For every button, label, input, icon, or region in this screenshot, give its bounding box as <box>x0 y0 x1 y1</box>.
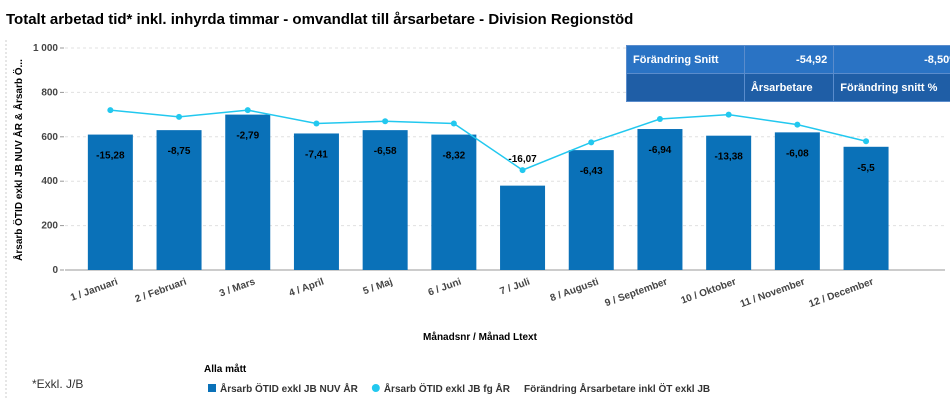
line-point <box>107 107 114 114</box>
data-label: -6,94 <box>649 145 672 156</box>
legend-label: Årsarb ÖTID exkl JB NUV ÅR <box>220 382 359 395</box>
cell: Förändring snitt % <box>833 73 950 102</box>
line <box>110 109 867 171</box>
summary-table: Förändring Snitt-54,92-8,50% Årsarbetare… <box>626 45 950 102</box>
cell <box>626 73 745 102</box>
data-label: -6,08 <box>786 148 809 159</box>
legend-label: Förändring Årsarbetare inkl ÖT exkl JB <box>524 382 710 395</box>
x-tick-label: 3 / Mars <box>218 276 257 299</box>
cell: -8,50% <box>833 45 950 74</box>
bar <box>637 129 683 270</box>
line-point <box>588 139 595 146</box>
cell: -54,92 <box>743 45 835 74</box>
data-label: -8,32 <box>442 151 465 162</box>
line-point <box>794 121 801 128</box>
chart-title: Totalt arbetad tid* inkl. inhyrda timmar… <box>6 11 633 28</box>
x-tick-label: 7 / Juli <box>499 276 532 297</box>
line-point <box>244 107 251 114</box>
y-tick-label: 0 <box>52 265 58 276</box>
legend-swatch <box>208 384 216 392</box>
x-tick-label: 6 / Juni <box>427 276 463 298</box>
x-tick-label: 11 / November <box>739 276 807 310</box>
line-point <box>656 116 663 123</box>
y-tick-label: 200 <box>41 221 58 232</box>
x-tick-label: 12 / December <box>808 276 876 310</box>
line-point <box>382 118 389 125</box>
y-tick-label: 600 <box>41 132 58 143</box>
bar <box>87 134 133 270</box>
line-point <box>863 138 870 145</box>
y-tick-label: 400 <box>41 176 58 187</box>
cell: Årsarbetare <box>743 73 835 102</box>
data-label: -6,43 <box>580 166 603 177</box>
data-label: -7,41 <box>305 149 328 160</box>
bar <box>225 114 271 270</box>
legend-title: Alla mått <box>204 363 247 375</box>
cell: Förändring Snitt <box>626 45 745 74</box>
bar <box>843 146 889 270</box>
line-point <box>176 113 183 120</box>
data-label: -5,5 <box>857 163 875 174</box>
x-tick-label: 10 / Oktober <box>680 276 738 306</box>
bar <box>568 150 614 270</box>
bar <box>774 132 820 270</box>
legend-label: Årsarb ÖTID exkl JB fg ÅR <box>384 382 511 395</box>
footnote: *Exkl. J/B <box>32 377 83 391</box>
x-tick-label: 9 / September <box>604 276 669 309</box>
data-label: -6,58 <box>374 146 397 157</box>
bar <box>293 133 339 270</box>
y-tick-label: 800 <box>41 87 58 98</box>
line-point <box>450 120 457 127</box>
x-tick-label: 4 / April <box>288 276 326 299</box>
x-tick-label: 8 / Augusti <box>549 276 601 304</box>
line-point <box>725 111 732 118</box>
data-label: -2,79 <box>236 131 259 142</box>
bar <box>362 130 408 270</box>
line-point <box>313 120 320 127</box>
data-label: -16,07 <box>508 154 537 165</box>
x-tick-label: 1 / Januari <box>69 276 119 303</box>
bar <box>500 185 546 270</box>
x-tick-label: 2 / Februari <box>134 276 189 305</box>
data-label: -8,75 <box>168 146 191 157</box>
y-tick-label: 1 000 <box>33 43 58 54</box>
data-label: -13,38 <box>714 152 743 163</box>
bar <box>431 134 477 270</box>
y-axis-label: Årsarb ÖTID exkl JB NUV ÅR & Årsarb Ö... <box>12 59 25 261</box>
bar <box>706 135 752 270</box>
legend-swatch <box>371 384 380 392</box>
bar <box>156 130 202 270</box>
x-tick-label: 5 / Maj <box>362 276 395 297</box>
line-point <box>519 167 526 174</box>
data-label: -15,28 <box>96 151 125 162</box>
x-axis-label: Månadsnr / Månad Ltext <box>423 331 538 343</box>
